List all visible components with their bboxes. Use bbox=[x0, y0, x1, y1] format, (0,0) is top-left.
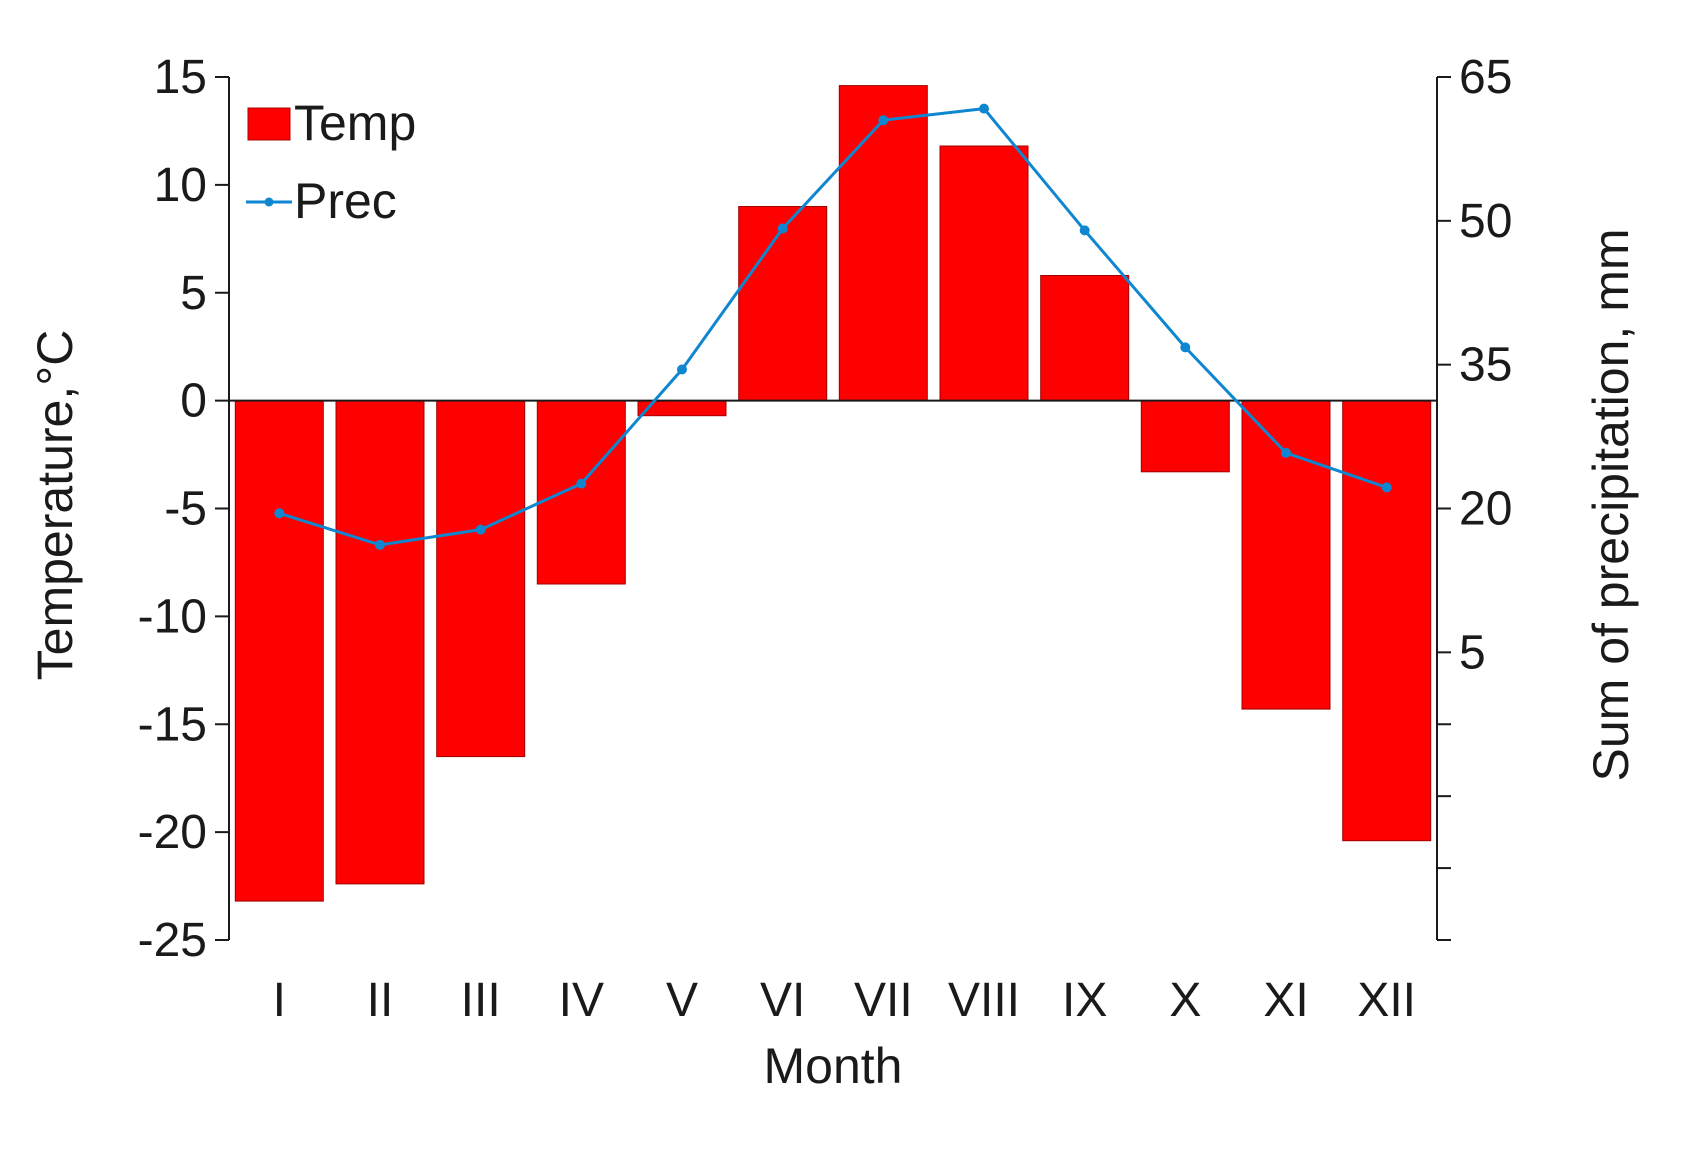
y-left-tick-label: -20 bbox=[138, 806, 207, 859]
prec-line-series bbox=[274, 103, 1392, 550]
y-axis-right-title: Sum of precipitation, mm bbox=[1583, 229, 1639, 782]
temp-bar-VIII bbox=[939, 145, 1029, 402]
temp-bar-X bbox=[1140, 400, 1230, 473]
x-category-label: I bbox=[273, 974, 286, 1027]
y-left-tick-label: -10 bbox=[138, 590, 207, 643]
temp-bars bbox=[234, 85, 1432, 902]
temp-bar-IX bbox=[1040, 275, 1130, 402]
x-category-label: II bbox=[367, 974, 394, 1027]
temp-bar-IV bbox=[536, 400, 626, 585]
prec-point-XII bbox=[1381, 482, 1392, 493]
y-right-tick-label: 5 bbox=[1459, 626, 1486, 679]
temp-bar-II bbox=[335, 400, 425, 885]
prec-point-III bbox=[475, 524, 486, 535]
prec-point-II bbox=[375, 539, 385, 550]
prec-point-VIII bbox=[979, 103, 989, 114]
x-category-label: X bbox=[1169, 974, 1201, 1027]
x-category-label: III bbox=[461, 974, 501, 1027]
y-right-tick-label: 20 bbox=[1459, 483, 1512, 536]
legend: Temp Prec bbox=[246, 95, 416, 229]
legend-prec-label: Prec bbox=[294, 173, 397, 229]
y-left-tick-label: 5 bbox=[180, 267, 207, 320]
legend-temp-label: Temp bbox=[294, 95, 416, 151]
x-category-label: XI bbox=[1263, 974, 1308, 1027]
prec-point-VI bbox=[777, 223, 788, 234]
prec-point-IX bbox=[1079, 225, 1090, 236]
y-left-tick-label: 15 bbox=[154, 51, 207, 104]
prec-point-IV bbox=[576, 478, 587, 489]
y-left-tick-label: -5 bbox=[164, 483, 207, 536]
y-left-tick-label: -15 bbox=[138, 698, 207, 751]
x-category-label: XII bbox=[1357, 974, 1416, 1027]
y-left-tick-label: 10 bbox=[154, 159, 207, 212]
temp-bar-XI bbox=[1241, 400, 1331, 710]
prec-point-XI bbox=[1281, 447, 1291, 458]
y-axis-left-title: Temperature,°C bbox=[27, 330, 83, 681]
temp-bar-VI bbox=[738, 206, 828, 402]
x-category-label: VII bbox=[854, 974, 913, 1027]
prec-line bbox=[278, 107, 1388, 547]
y-right-tick-label: 35 bbox=[1459, 339, 1512, 392]
temp-bar-I bbox=[234, 400, 324, 902]
x-axis-title: Month bbox=[764, 1038, 903, 1094]
legend-temp-swatch bbox=[247, 107, 291, 141]
prec-point-I bbox=[274, 508, 285, 519]
y-left-tick-label: -25 bbox=[138, 914, 207, 967]
legend-prec-marker bbox=[264, 197, 274, 207]
temp-bar-XII bbox=[1342, 400, 1432, 842]
prec-point-V bbox=[677, 364, 687, 375]
temp-bar-III bbox=[436, 400, 526, 758]
prec-point-VII bbox=[878, 115, 889, 126]
y-left-tick-label: 0 bbox=[180, 375, 207, 428]
prec-point-X bbox=[1180, 342, 1191, 353]
x-category-label: VI bbox=[760, 974, 805, 1027]
temp-bar-VII bbox=[838, 85, 928, 402]
x-category-label: V bbox=[666, 974, 698, 1027]
x-category-label: IX bbox=[1062, 974, 1107, 1027]
y-right-tick-label: 65 bbox=[1459, 51, 1512, 104]
x-category-label: VIII bbox=[948, 974, 1020, 1027]
y-right-tick-label: 50 bbox=[1459, 195, 1512, 248]
x-category-label: IV bbox=[559, 974, 604, 1027]
